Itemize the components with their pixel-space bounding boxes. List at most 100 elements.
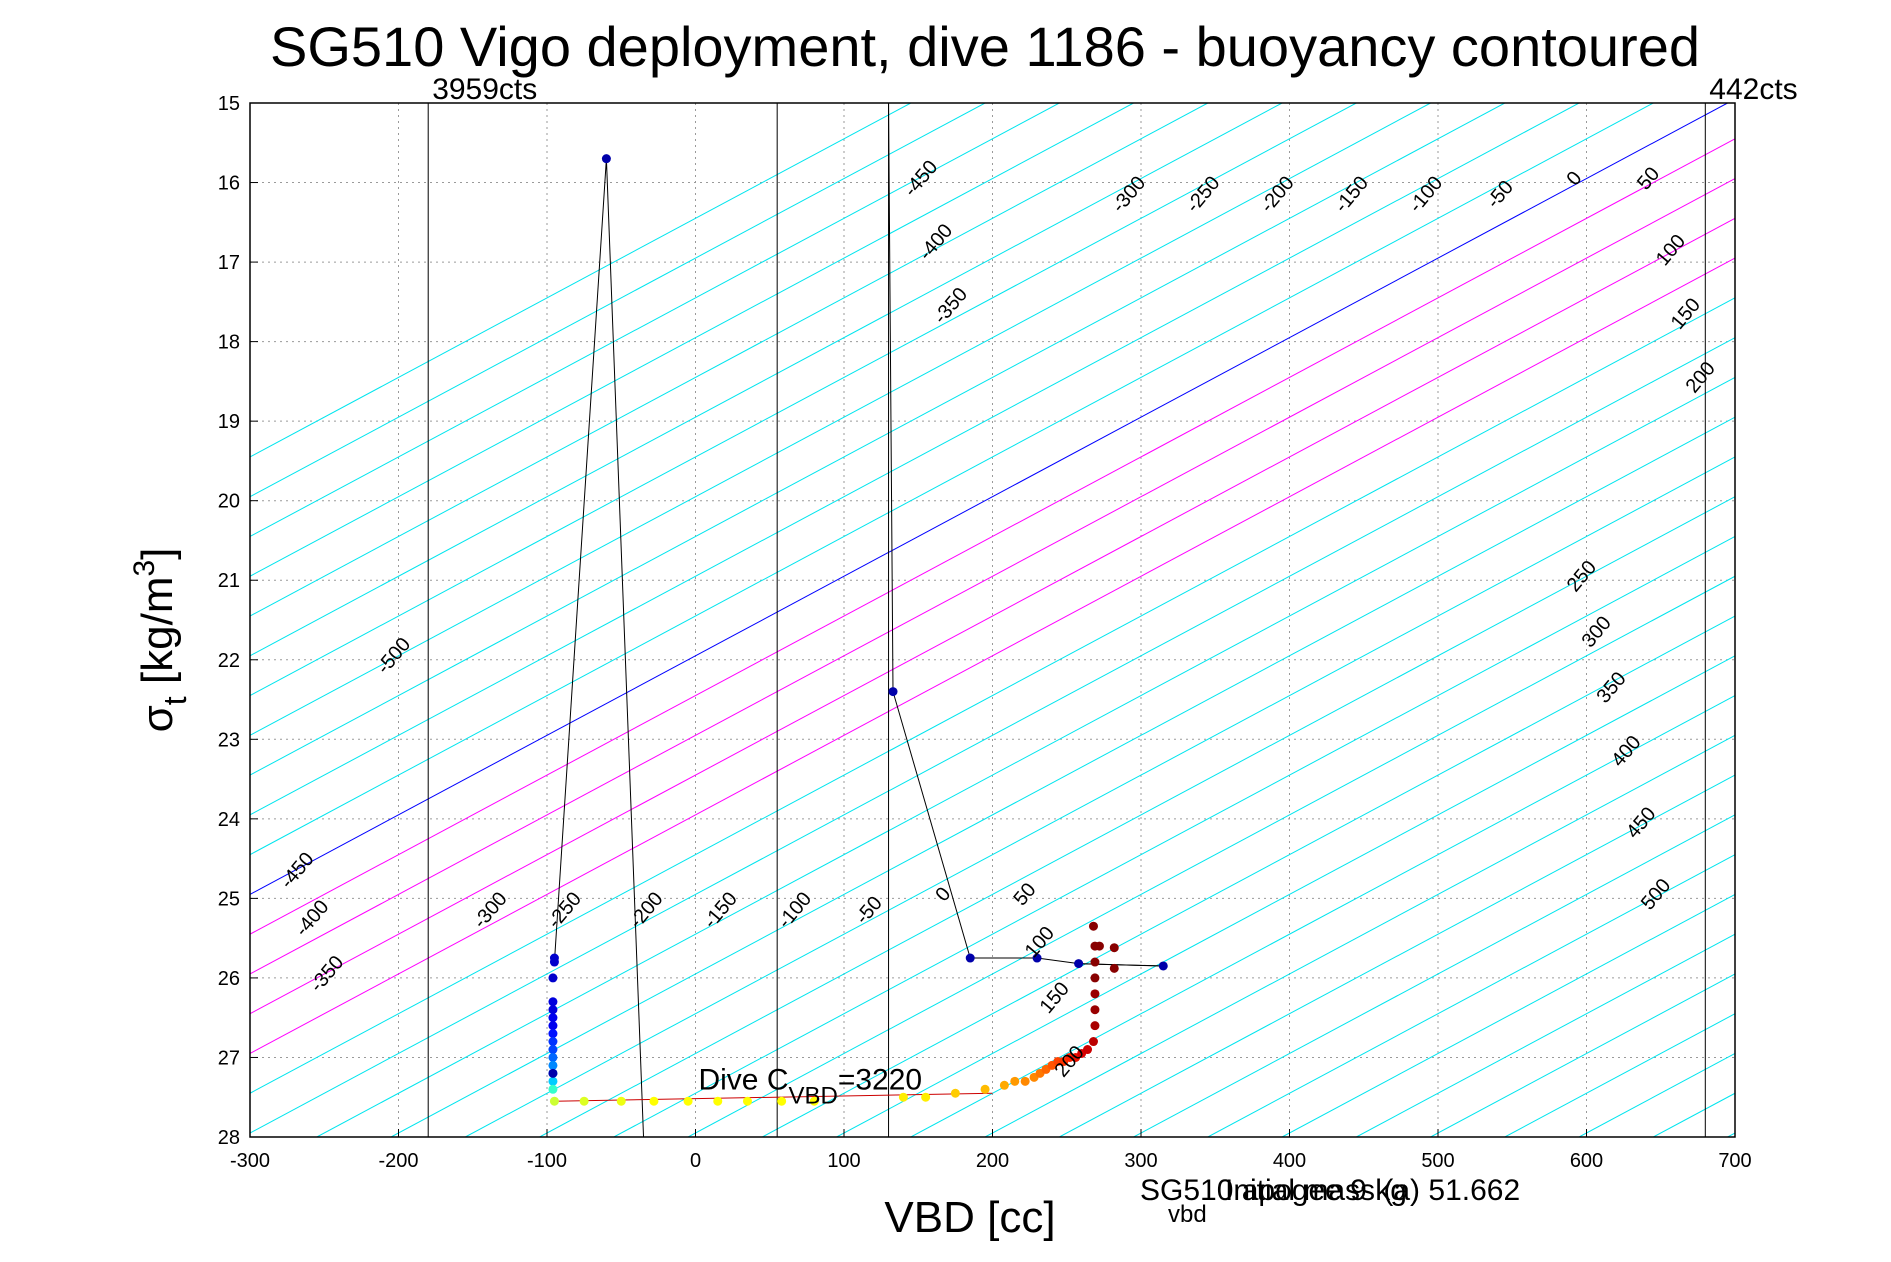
contour-line [1133, 814, 1735, 1137]
contour-line [250, 103, 1134, 577]
data-point [548, 1052, 558, 1062]
vertical-line-label: 3959cts [432, 73, 537, 106]
contour-line [250, 217, 1735, 1015]
data-point [548, 1084, 558, 1094]
x-tick-label: 500 [1421, 1150, 1454, 1172]
contour-line [1059, 774, 1735, 1137]
y-tick-label: 15 [218, 93, 240, 115]
data-point [1109, 943, 1119, 953]
data-point [898, 1092, 908, 1102]
y-label-sup: 3 [128, 560, 161, 577]
data-point [742, 1096, 752, 1106]
y-label-sub: t [157, 696, 193, 705]
x-tick-label: 100 [827, 1150, 860, 1172]
y-tick-label: 27 [218, 1047, 240, 1069]
contour-line [250, 103, 1431, 736]
data-point [548, 1068, 558, 1078]
contour-line [250, 103, 986, 498]
x-tick-label: -200 [378, 1150, 418, 1172]
contour-line [250, 138, 1735, 935]
data-point [683, 1096, 693, 1106]
data-point [1074, 959, 1084, 969]
buoyancy-contours [250, 103, 1735, 1137]
data-point [548, 997, 558, 1007]
data-point [1088, 921, 1098, 931]
svg-text:σt [kg/m3]: σt [kg/m3] [128, 548, 193, 733]
contour-line [687, 575, 1735, 1137]
data-point [1090, 957, 1100, 967]
contour-line [390, 416, 1735, 1137]
data-point [1090, 1005, 1100, 1015]
contour-line [250, 103, 1357, 697]
data-point [548, 1005, 558, 1015]
vertical-reference-lines: 3959cts 442cts [427, 73, 1798, 1137]
data-point [1032, 953, 1042, 963]
x-tick-label: -300 [230, 1150, 270, 1172]
contour-line [1356, 933, 1735, 1137]
contour-line [465, 456, 1735, 1137]
contour-line [250, 103, 1283, 657]
data-point [980, 1084, 990, 1094]
y-tick-label: 21 [218, 570, 240, 592]
y-tick-label: 17 [218, 252, 240, 274]
y-axis-ticks: 15 16 17 18 19 20 21 22 23 24 25 26 27 28 [218, 93, 258, 1149]
data-point [548, 1013, 558, 1023]
chart-title: SG510 Vigo deployment, dive 1186 - buoya… [270, 15, 1700, 78]
x-tick-label: 300 [1124, 1150, 1157, 1172]
contour-line [250, 297, 1735, 1094]
y-label-unit: [kg/m [133, 577, 182, 697]
data-points [548, 154, 1168, 1106]
contour-line [250, 177, 1735, 975]
y-tick-label: 22 [218, 650, 240, 672]
data-point [548, 1037, 558, 1047]
contour-line [1281, 893, 1735, 1137]
contour-line [250, 103, 912, 458]
contour-line [539, 496, 1735, 1137]
vbd-subscript: vbd [1168, 1201, 1207, 1228]
data-point [548, 1076, 558, 1086]
apogee-annotation: SG510 apogee 9 kg [1140, 1174, 1407, 1207]
contour-line [984, 734, 1735, 1137]
contour-line [836, 655, 1735, 1137]
data-point [777, 1096, 787, 1106]
data-point [999, 1080, 1009, 1090]
data-point [1090, 1021, 1100, 1031]
vertical-line-label: 442cts [1709, 73, 1797, 106]
y-tick-label: 20 [218, 491, 240, 513]
y-tick-label: 25 [218, 888, 240, 910]
contour-line [250, 103, 1654, 856]
y-label-sigma: σ [133, 705, 182, 732]
x-tick-label: -100 [527, 1150, 567, 1172]
data-point [601, 154, 611, 164]
data-point [1158, 961, 1168, 971]
data-point [549, 957, 559, 967]
dive-c-annotation: Dive CVBD=3220 [698, 1063, 922, 1109]
x-tick-label: 200 [976, 1150, 1009, 1172]
y-tick-label: 19 [218, 411, 240, 433]
data-point [1088, 1037, 1098, 1047]
x-tick-label: 600 [1570, 1150, 1603, 1172]
y-tick-label: 26 [218, 968, 240, 990]
data-point [548, 1045, 558, 1055]
y-label-close: ] [133, 548, 182, 560]
data-point [921, 1092, 931, 1102]
data-point [965, 953, 975, 963]
data-point [713, 1096, 723, 1106]
data-point [548, 1029, 558, 1039]
contour-line [250, 103, 1728, 895]
data-point [1083, 1045, 1093, 1055]
bottom-track-line [554, 1092, 993, 1102]
contour-line [762, 615, 1735, 1137]
data-point [888, 687, 898, 697]
contour-line [250, 103, 1506, 776]
y-axis-label: σt [kg/m3] [128, 548, 193, 733]
contour-line [250, 257, 1735, 1055]
x-tick-label: 0 [690, 1150, 701, 1172]
contour-line [250, 103, 1580, 816]
dive-c-post: =3220 [838, 1063, 922, 1096]
dive-c-pre: Dive C [698, 1063, 788, 1096]
data-point [548, 973, 558, 983]
data-point [548, 1060, 558, 1070]
